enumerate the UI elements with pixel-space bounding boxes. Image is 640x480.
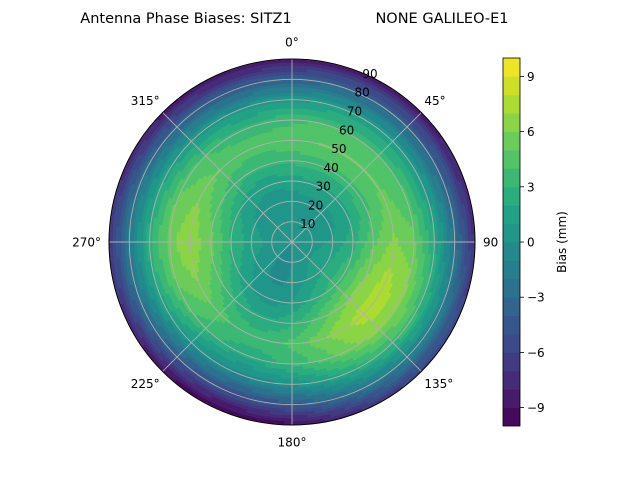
chart-title-left: Antenna Phase Biases: SITZ1 [80, 11, 291, 27]
chart-title-right: NONE GALILEO-E1 [375, 11, 508, 27]
bias-contour-field [109, 59, 475, 425]
